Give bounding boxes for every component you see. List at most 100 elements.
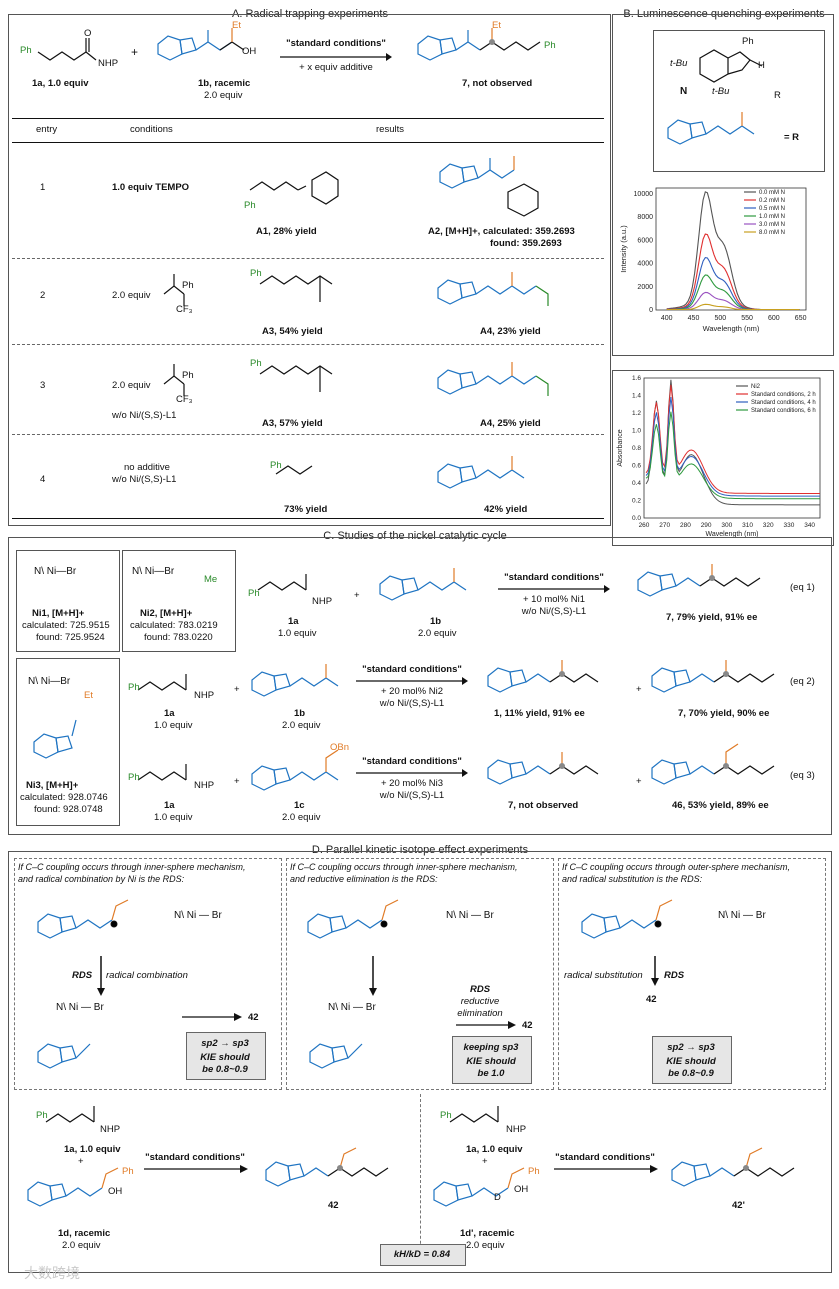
- panel2-ni: N\ Ni — Br: [446, 910, 494, 921]
- panel2-line1: If C–C coupling occurs through inner-sph…: [290, 862, 518, 872]
- d-right-r2: 1d', racemic: [460, 1228, 515, 1239]
- eq3-product1-label: 7, not observed: [508, 800, 579, 811]
- eq1-arrow-mid: + 10 mol% Ni1: [522, 594, 586, 605]
- eq3-product1: [487, 752, 599, 785]
- row1-conditions: 1.0 equiv TEMPO: [112, 182, 190, 193]
- row3-conditions2: w/o Ni/(S,S)-L1: [112, 410, 177, 421]
- ni1-box: [16, 550, 120, 652]
- eq1-ph: Ph: [248, 588, 260, 599]
- panel3-line2: and radical substitution is the RDS:: [562, 874, 703, 884]
- chart1-ytick: 0: [649, 307, 653, 314]
- row4-ph: Ph: [270, 460, 282, 471]
- eq3-plus: +: [234, 776, 240, 787]
- eq1-r1: 1a: [288, 616, 299, 627]
- panel3-radical-substitution: radical substitution: [564, 970, 643, 981]
- chart1-xlabel: Wavelength (nm): [703, 324, 760, 333]
- d-right-r2e: 2.0 equiv: [466, 1240, 505, 1251]
- chart2-ytick: 1.0: [632, 428, 641, 435]
- row3-entry: 3: [40, 380, 46, 391]
- row3-ph: Ph: [182, 370, 194, 381]
- panel2-box-line3: be 1.0: [477, 1068, 505, 1079]
- et-label: Et: [232, 20, 241, 31]
- row4-conditions2: w/o Ni/(S,S)-L1: [112, 474, 177, 485]
- d-left-r1: 1a, 1.0 equiv: [64, 1144, 121, 1155]
- eq2-arrow-top: "standard conditions": [362, 664, 462, 675]
- row2-a4-structure: [437, 272, 549, 306]
- d-right-1d-ph: Ph: [528, 1166, 540, 1177]
- eq3-arrow-mid: + 20 mol% Ni3: [380, 778, 444, 789]
- ni3-et: Et: [84, 690, 93, 701]
- panel2-elimination: elimination: [457, 1008, 503, 1019]
- chart1-series-line: [666, 233, 800, 311]
- panel2-box-line1: keeping sp3: [463, 1042, 519, 1053]
- row4-entry: 4: [40, 474, 46, 485]
- chart2-ytick: 0.4: [632, 480, 641, 487]
- d-left-nhp: NHP: [100, 1124, 121, 1135]
- d-vertical-divider: [420, 1094, 421, 1264]
- reactant-1b-equiv: 2.0 equiv: [204, 90, 243, 101]
- ni2-calc: calculated: 783.0219: [130, 620, 218, 631]
- header-entry: entry: [36, 124, 58, 135]
- reactant-1a-structure: [37, 38, 97, 61]
- panel1-rds: RDS: [72, 970, 93, 981]
- eq3-nhp: NHP: [194, 780, 215, 791]
- product-ph-label: Ph: [544, 40, 556, 51]
- ni3-indoline: [33, 719, 77, 759]
- row2-ph: Ph: [182, 280, 194, 291]
- panel1-box-line2: KIE should: [200, 1052, 250, 1063]
- kie-result: kH/kD = 0.84: [393, 1249, 451, 1260]
- product-7-structure: [417, 28, 541, 61]
- row2-cf3: CF₃: [176, 304, 193, 315]
- eq2-product1-label: 1, 11% yield, 91% ee: [494, 708, 585, 719]
- ni2-box: [122, 550, 236, 652]
- chart1-ylabel: Intensity (a.u.): [619, 225, 628, 273]
- eq3-product2: [651, 743, 775, 785]
- eq3-plus2: +: [636, 776, 642, 787]
- eq3-obn: OBn: [330, 742, 350, 753]
- eq2-plus: +: [234, 684, 240, 695]
- row2-entry: 2: [40, 290, 46, 301]
- chart2-xtick: 290: [701, 522, 712, 529]
- row3-a3-ph: Ph: [250, 358, 262, 369]
- eq2-r2: 1b: [294, 708, 306, 719]
- panel-3: [558, 858, 826, 1090]
- eq3-r1: 1a: [164, 800, 175, 811]
- eq1-product-label: 7, 79% yield, 91% ee: [666, 612, 758, 623]
- d-right-plus: +: [482, 1156, 488, 1167]
- ni1-name: Ni1, [M+H]+: [32, 608, 85, 619]
- panel1-radical-combination: radical combination: [106, 970, 188, 981]
- panel3-down-arrow: [651, 956, 659, 986]
- eq2-arrow: [356, 677, 468, 685]
- row4-right-label: 42% yield: [484, 504, 528, 515]
- eq1-nhp: NHP: [312, 596, 333, 607]
- watermark: 大数跨境: [24, 1265, 80, 1281]
- r-label-b: R: [774, 90, 781, 101]
- reactant-1a-label: 1a, 1.0 equiv: [32, 78, 89, 89]
- kie-result-box: [380, 1244, 466, 1266]
- d-left-1d-ph: Ph: [122, 1166, 134, 1177]
- chart2-legend-label: Ni2: [751, 384, 761, 390]
- chart2-legend-label: Standard conditions, 2 h: [751, 392, 816, 398]
- tbu-label-1: t-Bu: [670, 58, 688, 69]
- luminescence-chart: 400 450 500 550 600 650 0 2000 4000 6000 8000 10000…: [619, 187, 807, 333]
- d-right-ph: Ph: [440, 1110, 452, 1121]
- chart1-ytick: 8000: [637, 214, 653, 221]
- eq1-product: [637, 564, 761, 597]
- row2-conditions: 2.0 equiv: [112, 290, 151, 301]
- row1-a2-structure: [439, 156, 539, 217]
- panel3-kie-box: [652, 1036, 732, 1084]
- section-c-frame: [8, 537, 832, 835]
- panel-2: [286, 858, 554, 1090]
- d-left-plus: +: [78, 1156, 84, 1167]
- eq2-1b: [251, 664, 339, 697]
- ni2-name: Ni2, [M+H]+: [140, 608, 193, 619]
- row1-entry: 1: [40, 182, 46, 193]
- panel2-down-arrow: [369, 956, 377, 996]
- row-divider-1: [12, 258, 604, 259]
- row-divider-2: [12, 344, 604, 345]
- ni1-found: found: 725.9524: [36, 632, 105, 643]
- quencher-structure-box: [653, 30, 825, 172]
- o-label: O: [84, 28, 92, 39]
- d-right-nhp: NHP: [506, 1124, 527, 1135]
- panel3-line1: If C–C coupling occurs through outer-sph…: [562, 862, 790, 872]
